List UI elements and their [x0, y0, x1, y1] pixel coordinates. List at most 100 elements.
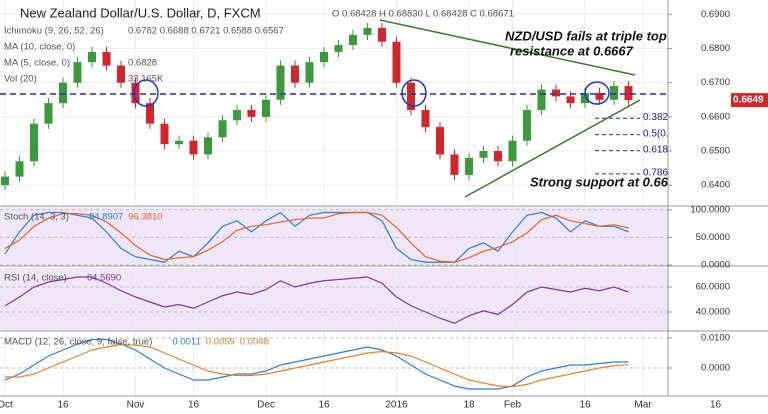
- y-tick-label: 0.6900: [701, 9, 730, 20]
- candle-body: [320, 51, 328, 63]
- candle-body: [175, 140, 183, 145]
- candle-body: [117, 65, 125, 83]
- y-tick-label: 100.0000: [690, 204, 730, 215]
- candle-body: [291, 65, 299, 83]
- x-tick-label: Feb: [504, 400, 522, 411]
- legend-label: Vol (20): [4, 74, 37, 85]
- y-tick-label: 50.0000: [696, 232, 730, 243]
- candle-body: [421, 110, 430, 128]
- indicator-line: [4, 276, 629, 324]
- candle-body: [363, 28, 372, 35]
- trendline: [464, 99, 641, 198]
- price-axis: 0.6400 0.6500 0.6600 0.6700 0.6800 0.6900 0.66…: [0, 0, 768, 397]
- candle-body: [552, 89, 560, 97]
- panel-readout: 0.0011: [172, 337, 200, 348]
- y-tick-label: 0.0000: [701, 260, 730, 271]
- candle-body: [494, 151, 502, 162]
- candle-body: [508, 140, 517, 162]
- legend-value: 0.6782 0.6688 0.6721 0.6588 0.6567: [128, 26, 284, 37]
- last-price-tag: [731, 93, 768, 108]
- x-tick-label: Mar: [634, 400, 652, 411]
- candle-body: [44, 103, 53, 124]
- candle-body: [378, 28, 386, 42]
- x-tick-label: 2016: [385, 400, 408, 411]
- candle-body: [349, 34, 357, 46]
- candle-body: [566, 96, 575, 104]
- candle-body: [160, 123, 169, 145]
- panel-readout: 0.0048: [240, 337, 269, 348]
- stoch-band: [0, 207, 668, 265]
- panel-readout: 96.3810: [128, 212, 162, 223]
- y-tick-label: 0.0100: [701, 333, 730, 344]
- legend-label: MA (5, close, 0): [4, 58, 70, 69]
- grid: [0, 0, 716, 396]
- axis-background: [668, 0, 768, 396]
- panel-readout: 64.5690: [87, 273, 121, 284]
- candle-body: [305, 62, 314, 83]
- annotation: resistance at 0.6667: [510, 43, 634, 58]
- marker-circle: [133, 79, 159, 107]
- candle-body: [436, 127, 444, 155]
- panel-title: MACD (12, 26, close, 9, false, true): [4, 337, 152, 348]
- y-tick-label: 0.6400: [701, 180, 730, 191]
- y-tick-label: 0.6700: [701, 77, 730, 88]
- panel-title: RSI (14, close): [4, 273, 67, 284]
- candle-body: [247, 110, 256, 117]
- candle-body: [392, 41, 401, 83]
- y-tick-label: 0.0000: [701, 363, 730, 374]
- annotation: NZD/USD fails at triple top: [505, 28, 667, 43]
- candle-body: [479, 151, 488, 158]
- candle-body: [595, 92, 604, 100]
- y-tick-label: 60.0000: [696, 282, 730, 293]
- candle-body: [610, 86, 618, 100]
- indicator-line: [4, 211, 629, 263]
- candle-body: [59, 82, 67, 104]
- panel-readout: 94.8907: [89, 212, 123, 223]
- indicator-line: [4, 211, 629, 263]
- candle-body: [276, 65, 285, 100]
- candle-body: [73, 62, 82, 83]
- candle-body: [537, 89, 546, 111]
- candle-body: [204, 137, 212, 155]
- candle-body: [30, 123, 38, 162]
- panel-title: Stoch (14, 3, 3): [4, 212, 69, 223]
- x-tick-label: 18: [463, 400, 475, 411]
- candle-body: [102, 51, 111, 66]
- x-tick-label: 16: [188, 400, 200, 411]
- x-tick-label: 16: [579, 400, 591, 411]
- last-price-label: 0.6649: [733, 95, 764, 106]
- candle-body: [131, 82, 140, 104]
- candle-body: [146, 103, 154, 124]
- x-tick-label: 16: [57, 400, 69, 411]
- y-tick-label: 0.6800: [701, 43, 730, 54]
- candle-body: [581, 92, 589, 104]
- candle-body: [1, 176, 9, 186]
- candle-body: [334, 45, 343, 52]
- annotation: Strong support at 0.6615: [530, 174, 683, 189]
- candle-body: [233, 110, 241, 121]
- candle-body: [88, 51, 96, 63]
- candle-body: [218, 120, 227, 138]
- candle-body: [407, 82, 415, 111]
- x-tick-label: Oct: [0, 400, 13, 411]
- candle-body: [465, 157, 473, 175]
- y-tick-label: 0.6600: [701, 111, 730, 122]
- x-tick-label: Nov: [127, 400, 145, 411]
- x-tick-label: 16: [318, 400, 330, 411]
- candle-body: [450, 154, 459, 175]
- indicator-line: [4, 338, 629, 390]
- legend-label: MA (10, close, 0): [4, 42, 75, 53]
- candle-body: [262, 99, 270, 117]
- rsi-band: [0, 268, 668, 330]
- y-tick-label: 40.0000: [696, 307, 730, 318]
- x-tick-label: 16: [710, 400, 722, 411]
- ohlc-header: O 0.68428 H 0.68830 L 0.68428 C 0.68671: [332, 9, 514, 20]
- trendline: [379, 19, 636, 76]
- panel-readout: 0.0059: [206, 337, 235, 348]
- indicator-line: [5, 343, 629, 388]
- legend-value: 33.165K: [128, 74, 164, 85]
- candle-body: [523, 110, 531, 141]
- legend-label: Ichimoku (9, 26, 52, 26): [4, 26, 104, 37]
- y-tick-label: 0.6500: [701, 146, 730, 157]
